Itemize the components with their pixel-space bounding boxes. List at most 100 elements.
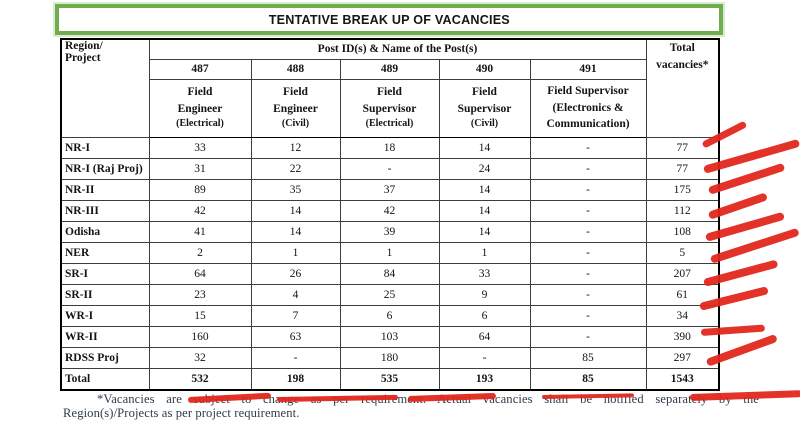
value-cell: 103 — [339, 325, 440, 348]
value-cell: 61 — [645, 283, 720, 306]
value-cell: 39 — [339, 220, 440, 243]
value-cell: 193 — [438, 367, 531, 391]
table-row: Total 532 198 535 193 85 1543 — [60, 367, 720, 391]
table-row: WR-II 160 63 103 64-390 — [60, 325, 720, 348]
value-cell: - — [529, 157, 647, 180]
value-cell: - — [529, 325, 647, 348]
value-cell: - — [339, 157, 440, 180]
value-cell: 35 — [250, 178, 341, 201]
table-row: Odisha 41 14 39 14-108 — [60, 220, 720, 243]
value-cell: 535 — [339, 367, 440, 391]
footnote-line-2: Region(s)/Projects as per project requir… — [63, 406, 300, 420]
value-cell: 6 — [339, 304, 440, 327]
value-cell: 42 — [148, 199, 252, 222]
page-title: TENTATIVE BREAK UP OF VACANCIES — [268, 12, 510, 27]
table-row: SR-II 23 4 25 9-61 — [60, 283, 720, 306]
value-cell: 85 — [529, 346, 647, 369]
value-cell: 37 — [339, 178, 440, 201]
value-cell: - — [529, 220, 647, 243]
region-cell: SR-I — [60, 262, 150, 285]
value-cell: - — [529, 178, 647, 201]
table-row: NR-II 89 35 37 14-175 — [60, 178, 720, 201]
value-cell: 297 — [645, 346, 720, 369]
value-cell: - — [529, 241, 647, 264]
red-pen-stroke — [709, 227, 800, 264]
value-cell: 532 — [148, 367, 252, 391]
region-cell: NR-I (Raj Proj) — [60, 157, 150, 180]
value-cell: - — [529, 283, 647, 306]
value-cell: 180 — [339, 346, 440, 369]
value-cell: 6 — [438, 304, 531, 327]
value-cell: - — [529, 262, 647, 285]
value-cell: 77 — [645, 136, 720, 159]
region-cell: RDSS Proj — [60, 346, 150, 369]
region-cell: SR-II — [60, 283, 150, 306]
post-name-489: Field Supervisor (Electrical) — [339, 78, 440, 138]
value-cell: 15 — [148, 304, 252, 327]
value-cell: 14 — [438, 136, 531, 159]
value-cell: 84 — [339, 262, 440, 285]
value-cell: 63 — [250, 325, 341, 348]
region-cell: NR-III — [60, 199, 150, 222]
value-cell: 85 — [529, 367, 647, 391]
post-name-491: Field Supervisor (Electronics & Communicat… — [529, 78, 647, 138]
value-cell: 32 — [148, 346, 252, 369]
value-cell: 77 — [645, 157, 720, 180]
value-cell: 34 — [645, 304, 720, 327]
value-cell: 24 — [438, 157, 531, 180]
value-cell: 42 — [339, 199, 440, 222]
value-cell: 1 — [339, 241, 440, 264]
value-cell: 14 — [250, 199, 341, 222]
value-cell: 89 — [148, 178, 252, 201]
table-row: RDSS Proj 32-180-85 297 — [60, 346, 720, 369]
value-cell: 33 — [438, 262, 531, 285]
region-cell: WR-I — [60, 304, 150, 327]
value-cell: 198 — [250, 367, 341, 391]
value-cell: 14 — [438, 178, 531, 201]
value-cell: 14 — [438, 220, 531, 243]
value-cell: 22 — [250, 157, 341, 180]
footnote-line-1: *Vacancies are subject to change as per … — [97, 392, 759, 406]
value-cell: 12 — [250, 136, 341, 159]
region-cell: Total — [60, 367, 150, 391]
value-cell: 7 — [250, 304, 341, 327]
value-cell: - — [529, 136, 647, 159]
region-cell: Odisha — [60, 220, 150, 243]
title-banner: TENTATIVE BREAK UP OF VACANCIES — [55, 4, 723, 35]
value-cell: 112 — [645, 199, 720, 222]
value-cell: - — [438, 346, 531, 369]
value-cell: 390 — [645, 325, 720, 348]
value-cell: 4 — [250, 283, 341, 306]
total-vacancies-header: Total vacancies* — [645, 38, 720, 138]
table-row: NR-I 33 12 18 14-77 — [60, 136, 720, 159]
value-cell: 64 — [148, 262, 252, 285]
vacancy-table-body: NR-I 33 12 18 14-77 NR-I (Raj Proj) 31 22-24-77… — [60, 136, 720, 391]
post-name-490: Field Supervisor (Civil) — [438, 78, 531, 138]
region-cell: NER — [60, 241, 150, 264]
value-cell: 1 — [438, 241, 531, 264]
region-cell: WR-II — [60, 325, 150, 348]
post-name-488: Field Engineer (Civil) — [250, 78, 341, 138]
value-cell: 41 — [148, 220, 252, 243]
value-cell: 2 — [148, 241, 252, 264]
value-cell: 64 — [438, 325, 531, 348]
table-row: NR-I (Raj Proj) 31 22-24-77 — [60, 157, 720, 180]
value-cell: 175 — [645, 178, 720, 201]
post-name-487: Field Engineer (Electrical) — [148, 78, 252, 138]
value-cell: 108 — [645, 220, 720, 243]
post-id-487: 487 — [148, 58, 252, 80]
value-cell: 23 — [148, 283, 252, 306]
post-id-489: 489 — [339, 58, 440, 80]
table-row: WR-I 15 7 6 6-34 — [60, 304, 720, 327]
value-cell: 1543 — [645, 367, 720, 391]
value-cell: - — [529, 304, 647, 327]
value-cell: 9 — [438, 283, 531, 306]
region-project-header: Region/ Project — [60, 38, 150, 138]
value-cell: 33 — [148, 136, 252, 159]
value-cell: 207 — [645, 262, 720, 285]
post-id-488: 488 — [250, 58, 341, 80]
value-cell: 14 — [250, 220, 341, 243]
table-row: NR-III 42 14 42 14-112 — [60, 199, 720, 222]
value-cell: 14 — [438, 199, 531, 222]
value-cell: 160 — [148, 325, 252, 348]
